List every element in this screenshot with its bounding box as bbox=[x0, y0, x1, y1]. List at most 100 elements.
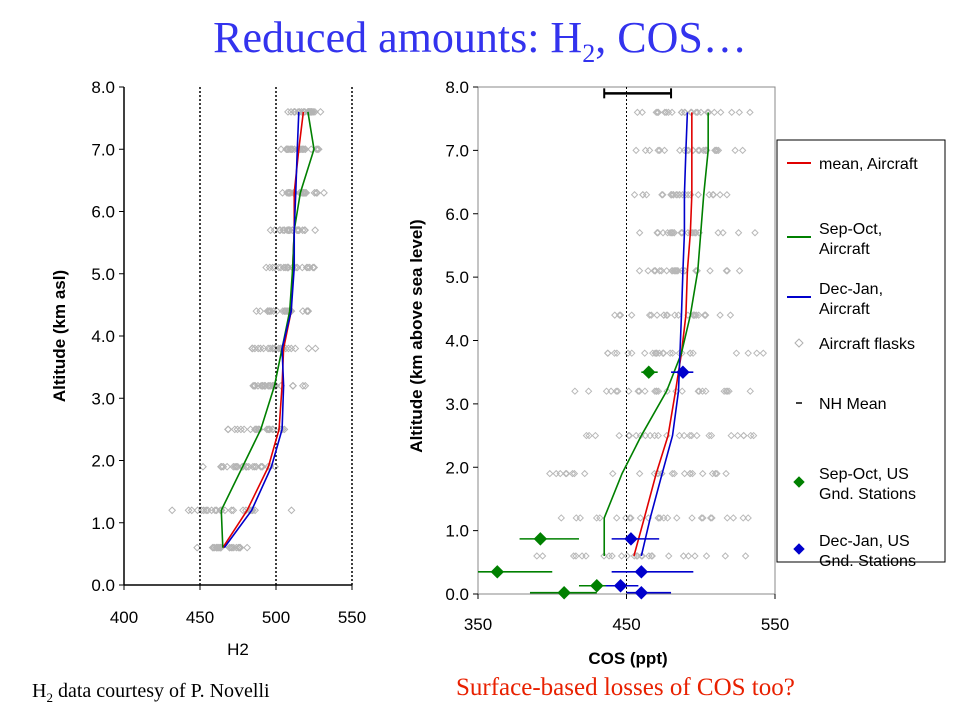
cos-flask-point bbox=[738, 146, 747, 155]
cos-flask-point bbox=[667, 191, 676, 199]
h2-x-tick-label: 500 bbox=[262, 608, 290, 627]
cos-flask-point bbox=[632, 431, 640, 440]
cos-flask-point bbox=[716, 311, 724, 319]
cos-flask-point bbox=[721, 552, 730, 560]
h2-flask-point bbox=[258, 381, 267, 390]
station-sep-oct-point bbox=[590, 579, 604, 593]
h2-flask-point bbox=[212, 543, 221, 552]
cos-flask-point bbox=[652, 349, 660, 357]
h2-flask-point bbox=[282, 145, 291, 154]
h2-flask-point bbox=[312, 188, 321, 197]
cos-y-tick-label: 7.0 bbox=[445, 141, 469, 160]
cos-flask-point bbox=[662, 311, 671, 319]
h2-x-tick-label: 550 bbox=[338, 608, 366, 627]
cos-flask-point bbox=[546, 469, 554, 478]
cos-flask-point bbox=[698, 387, 707, 395]
cos-flask-point bbox=[533, 552, 541, 560]
cos-flask-point bbox=[678, 387, 686, 395]
cos-flask-point bbox=[610, 349, 619, 357]
cos-flask-point bbox=[714, 229, 722, 237]
surface-losses-question: Surface-based losses of COS too? bbox=[456, 674, 795, 701]
h2-y-tick-label: 0.0 bbox=[91, 576, 115, 595]
cos-flask-point bbox=[612, 514, 621, 522]
cos-flask-point bbox=[673, 191, 681, 199]
cos-flask-point bbox=[670, 229, 678, 237]
cos-flask-point bbox=[571, 387, 579, 395]
cos-flask-point bbox=[732, 349, 741, 357]
cos-flask-point bbox=[733, 431, 742, 440]
h2-flask-point bbox=[283, 226, 292, 235]
cos-flask-point bbox=[654, 146, 662, 155]
h2-flask-point bbox=[284, 107, 292, 116]
cos-flask-point bbox=[612, 387, 620, 395]
cos-flask-point bbox=[729, 514, 738, 522]
cos-flask-point bbox=[751, 229, 759, 237]
h2-flask-point bbox=[298, 226, 307, 235]
h2-flask-point bbox=[269, 425, 278, 434]
h2-flask-point bbox=[266, 226, 275, 235]
h2-flask-point bbox=[229, 506, 238, 515]
cos-flask-point bbox=[572, 552, 580, 560]
legend-flask-swatch bbox=[794, 338, 804, 348]
cos-flask-point bbox=[596, 514, 604, 522]
h2-flask-point bbox=[310, 188, 319, 197]
cos-flask-point bbox=[741, 552, 750, 560]
station-sep-oct-point bbox=[490, 565, 505, 579]
cos-flask-point bbox=[722, 387, 730, 395]
cos-flask-point bbox=[638, 552, 646, 560]
h2-flask-point bbox=[302, 307, 311, 316]
h2-flask-point bbox=[250, 462, 259, 471]
h2-flask-point bbox=[273, 307, 281, 316]
h2-flask-point bbox=[284, 188, 293, 197]
h2-flask-point bbox=[236, 543, 245, 552]
cos-flask-point bbox=[635, 267, 644, 275]
h2-flask-point bbox=[287, 506, 296, 515]
cos-flask-point bbox=[663, 514, 672, 522]
cos-flask-point bbox=[672, 267, 680, 275]
cos-flask-point bbox=[674, 267, 682, 275]
cos-flask-point bbox=[651, 349, 659, 357]
cos-flask-point bbox=[723, 191, 731, 199]
h2-flask-point bbox=[256, 307, 265, 316]
cos-flask-point bbox=[654, 108, 663, 117]
cos-y-tick-label: 6.0 bbox=[445, 205, 469, 224]
h2-flask-point bbox=[217, 462, 225, 471]
credit-subscript: 2 bbox=[46, 690, 53, 705]
h2-flask-point bbox=[250, 344, 259, 353]
h2-flask-point bbox=[265, 425, 274, 434]
cos-x-tick-label: 550 bbox=[761, 615, 789, 634]
cos-flask-point bbox=[615, 311, 624, 319]
station-sep-oct-point bbox=[533, 532, 548, 546]
station-sep-oct-point bbox=[557, 586, 571, 600]
cos-flask-point bbox=[706, 267, 714, 275]
cos-flask-point bbox=[684, 191, 692, 199]
cos-flask-point bbox=[641, 146, 650, 155]
cos-flask-point bbox=[708, 514, 716, 522]
cos-flask-point bbox=[651, 267, 660, 275]
cos-flask-point bbox=[578, 552, 586, 560]
h2-profile-line bbox=[220, 111, 315, 548]
cos-y-tick-label: 8.0 bbox=[445, 78, 469, 97]
cos-flask-point bbox=[569, 552, 578, 560]
cos-flask-point bbox=[657, 267, 666, 275]
cos-flask-point bbox=[659, 229, 667, 237]
h2-flask-point bbox=[311, 226, 320, 235]
cos-flask-point bbox=[616, 311, 625, 319]
legend-label: NH Mean bbox=[819, 396, 887, 413]
cos-flask-point bbox=[686, 431, 694, 440]
cos-flask-point bbox=[693, 108, 702, 117]
h2-flask-point bbox=[254, 344, 263, 353]
cos-flask-point bbox=[650, 267, 658, 275]
h2-flask-point bbox=[187, 506, 196, 515]
station-sep-oct-point bbox=[642, 365, 656, 379]
cos-flask-point bbox=[562, 469, 571, 478]
h2-flask-point bbox=[221, 506, 229, 515]
station-dec-jan-point bbox=[634, 565, 649, 579]
cos-flask-point bbox=[683, 146, 691, 155]
cos-profile-line bbox=[633, 112, 693, 557]
legend-label: Aircraft bbox=[819, 241, 870, 258]
h2-flask-point bbox=[284, 344, 293, 353]
h2-flask-point bbox=[233, 425, 242, 434]
h2-flask-point bbox=[248, 506, 257, 515]
cos-flask-point bbox=[538, 552, 547, 560]
